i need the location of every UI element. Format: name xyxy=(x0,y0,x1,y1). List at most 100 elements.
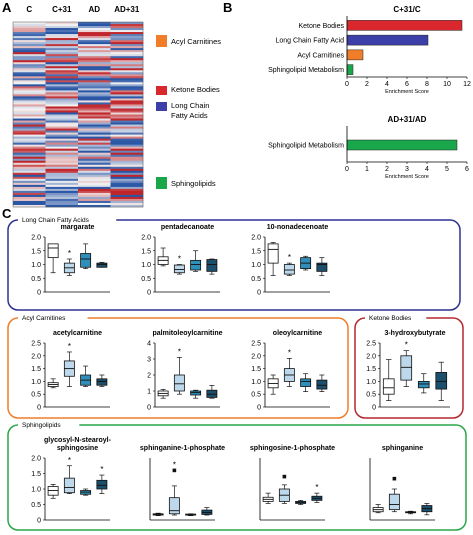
box xyxy=(316,262,328,272)
heatmap-legend-swatch xyxy=(156,86,167,95)
heatmap-cell xyxy=(45,104,79,107)
x-tick-label: 5 xyxy=(445,166,449,173)
heatmap-cell xyxy=(13,176,46,180)
heatmap-cell xyxy=(110,56,144,59)
heatmap-cell xyxy=(110,130,144,133)
heatmap-cell xyxy=(78,116,111,119)
heatmap-cell xyxy=(78,182,111,186)
heatmap-cell xyxy=(110,158,144,162)
heatmap-cell xyxy=(45,172,79,176)
heatmap-cell xyxy=(110,192,144,196)
heatmap-cell xyxy=(110,132,144,135)
boxplot-title: sphingosine xyxy=(57,445,98,452)
heatmap-cell xyxy=(110,108,144,111)
heatmap-cell xyxy=(78,156,111,160)
heatmap-cell xyxy=(110,22,144,25)
box xyxy=(400,355,413,381)
heatmap-cell xyxy=(110,48,144,51)
y-tick-label: 0 xyxy=(257,290,261,297)
heatmap-cell xyxy=(13,100,46,103)
heatmap-cell xyxy=(45,118,79,121)
heatmap-cell xyxy=(13,186,46,190)
x-tick-label: 2 xyxy=(365,81,369,88)
heatmap-cell xyxy=(78,118,111,121)
chart-title: C+31/C xyxy=(393,5,421,14)
box xyxy=(388,493,400,511)
box xyxy=(63,477,75,494)
heatmap-cell xyxy=(45,40,79,43)
y-tick-label: 0 xyxy=(257,405,261,412)
y-tick-label: 0.5 xyxy=(141,276,151,283)
heatmap-cell xyxy=(13,70,46,73)
heatmap-cell xyxy=(110,162,144,166)
bar-category-label: Sphingolipid Metabolism xyxy=(268,67,344,74)
y-tick-label: 0.5 xyxy=(31,276,41,283)
group-label: Ketone Bodies xyxy=(369,315,412,322)
heatmap-cell xyxy=(110,150,144,154)
heatmap-cell xyxy=(13,36,46,39)
heatmap-cell xyxy=(78,98,111,101)
heatmap-cell xyxy=(78,190,111,194)
heatmap-cell xyxy=(45,48,79,51)
boxplot: margarate 0 0.5 1.0 1.5 2.0 * xyxy=(31,224,110,297)
heatmap-cell xyxy=(45,144,79,147)
bar-category-label: Long Chain Fatty Acid xyxy=(276,38,345,45)
heatmap-cell xyxy=(45,94,79,97)
heatmap-cell xyxy=(45,74,79,77)
heatmap-cell xyxy=(78,144,111,147)
heatmap-cell xyxy=(78,108,111,111)
x-axis-label: Enrichment Score xyxy=(385,89,429,95)
heatmap-cell xyxy=(78,198,111,202)
x-tick-label: 1 xyxy=(365,166,369,173)
heatmap-cell xyxy=(78,166,111,170)
heatmap-cell xyxy=(110,94,144,97)
heatmap-cell xyxy=(13,50,46,53)
heatmap-cell xyxy=(110,138,144,141)
y-tick-label: 0 xyxy=(37,405,41,412)
y-tick-label: 1.0 xyxy=(251,262,261,269)
heatmap-cell xyxy=(13,190,46,194)
heatmap-cell xyxy=(13,204,46,208)
bar xyxy=(346,64,354,75)
significance-star: * xyxy=(178,347,181,356)
heatmap-cell xyxy=(45,178,79,182)
heatmap-cell xyxy=(78,100,111,103)
heatmap-cell xyxy=(110,26,144,29)
heatmap-cell xyxy=(110,36,144,39)
heatmap-cell xyxy=(78,180,111,184)
heatmap-column-label: C+31 xyxy=(52,5,72,14)
outlier xyxy=(392,476,397,481)
heatmap-cell xyxy=(45,112,79,115)
boxplot-title: 10-nonadecenoate xyxy=(267,224,329,231)
heatmap-cell xyxy=(13,88,46,91)
heatmap-cell xyxy=(13,196,46,200)
heatmap-cell xyxy=(110,124,144,127)
heatmap-cell xyxy=(110,190,144,194)
boxplot: oleoylcarnitine 0 0.5 1.0 1.5 2.0 2.5 * xyxy=(251,330,330,412)
bar xyxy=(346,49,364,61)
heatmap-cell xyxy=(45,114,79,117)
heatmap-cell xyxy=(45,134,79,137)
heatmap-cell xyxy=(110,88,144,91)
heatmap-cell xyxy=(45,22,79,25)
heatmap-cell xyxy=(110,74,144,77)
heatmap-cell xyxy=(78,184,111,188)
heatmap-cell xyxy=(13,28,46,31)
heatmap-cell xyxy=(45,28,79,31)
heatmap-cell xyxy=(78,74,111,77)
heatmap-cell xyxy=(13,160,46,164)
heatmap-cell xyxy=(45,196,79,200)
heatmap-cell xyxy=(13,110,46,113)
heatmap-cell xyxy=(110,34,144,37)
heatmap-cell xyxy=(110,62,144,65)
x-tick-label: 0 xyxy=(345,81,349,88)
heatmap-cell xyxy=(13,82,46,85)
heatmap-cell xyxy=(45,36,79,39)
heatmap-cell xyxy=(45,188,79,192)
heatmap-cell xyxy=(45,58,79,61)
x-axis-label: Enrichment Score xyxy=(385,174,429,180)
heatmap-cell xyxy=(110,68,144,71)
heatmap-cell xyxy=(110,200,144,204)
heatmap-cell xyxy=(13,66,46,69)
boxplot: sphinganine xyxy=(369,445,435,521)
